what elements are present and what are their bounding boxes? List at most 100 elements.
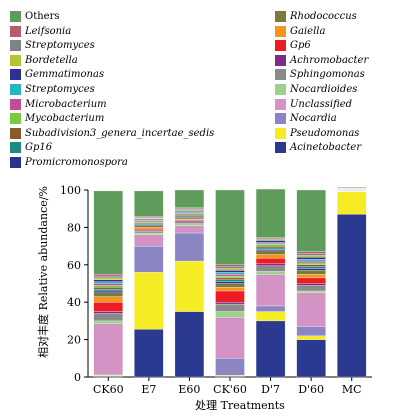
bar-segment-sphingomonas-ck60 — [93, 313, 123, 322]
bar-segment-gemmatimonas-ck60 — [93, 279, 123, 282]
legend-swatch — [10, 11, 21, 22]
legend-label: Rhodococcus — [290, 11, 357, 22]
legend-swatch — [10, 127, 21, 139]
legend-label: Sphingomonas — [290, 69, 365, 81]
legend-item-microbacterium: Microbacterium — [10, 98, 107, 111]
bar-segment-acinetobacter-d-60 — [296, 339, 326, 378]
bar-segment-promicromonospora-d-60 — [296, 268, 326, 271]
bar-segment-gemmatimonas-d-7 — [255, 240, 286, 243]
bar-segment-mycobacterium-ck60 — [93, 285, 123, 288]
legend-item-gp6: Gp6 — [275, 39, 311, 52]
y-tick-label: 20 — [67, 334, 81, 347]
x-tick-label: D'60 — [298, 383, 324, 396]
legend-swatch — [10, 113, 21, 125]
x-axis-label: 处理 Treatments — [195, 399, 285, 412]
x-tick-label: E7 — [141, 383, 156, 396]
bar-segment-microbacterium-d-60 — [296, 260, 326, 264]
bar-segment-promicromonospora-ck-60 — [215, 281, 245, 284]
bar-segment-gp16-ck60 — [93, 288, 123, 292]
bar-segment-nocardia-d-60 — [296, 326, 326, 337]
legend-swatch — [275, 84, 286, 95]
legend-swatch — [275, 11, 286, 22]
bar-segment-streptomyces-ck-60 — [215, 272, 245, 275]
bar-segment-pseudomonas-mc — [337, 191, 367, 215]
bar-segment-pseudomonas-e7 — [134, 272, 164, 330]
bar-segment-acinetobacter-d-7 — [255, 320, 286, 378]
bar-segment-unclassified-e60 — [174, 225, 205, 234]
stacked-bar-chart: 0 20 40 60 80 100 CK60 E7 E60 CK'60 D'7 D'60 MC 处理 T… — [36, 184, 372, 412]
bar-segment-mycobacterium-ck-60 — [215, 275, 245, 279]
legend-label: Streptomyces — [25, 84, 95, 95]
legend-swatch — [10, 69, 21, 81]
bar-segment-subadivision3-genera-incertae-sedis-d-7 — [255, 245, 286, 249]
bar-segment-gaiella-ck60 — [93, 296, 123, 303]
bar-segment-unclassified-d-7 — [255, 274, 286, 307]
bar-segment-nocardioides-ck-60 — [215, 311, 245, 318]
bar-segment-bordetella-ck-60 — [215, 268, 245, 271]
bar-segment-streptomyces-d-60 — [296, 253, 326, 256]
bar-segment-leifsonia-d-60 — [296, 251, 326, 254]
bar-segment-rhodococcus-ck60 — [93, 292, 123, 297]
bar-segment-gp6-ck-60 — [215, 290, 245, 303]
legend-item-streptomyces: Streptomyces — [10, 39, 95, 52]
bar-segment-nocardia-d-7 — [255, 305, 286, 312]
legend-label: Leifsonia — [25, 25, 72, 37]
legend-swatch — [275, 127, 286, 139]
x-tick-label: CK'60 — [213, 383, 247, 396]
y-tick-label: 0 — [74, 371, 81, 384]
legend-label: Microbacterium — [25, 98, 107, 110]
legend-item-bordetella: Bordetella — [10, 54, 78, 67]
legend-item-unclassified: Unclassified — [275, 98, 352, 111]
legend-swatch — [10, 84, 21, 95]
bar-segment-microbacterium-ck60 — [93, 283, 123, 286]
legend-label: Subadivision3_genera_incertae_sedis — [25, 127, 215, 139]
x-tick-label: E60 — [178, 383, 200, 396]
bar-segment-bordetella-ck60 — [93, 277, 123, 280]
bar-segment-rhodococcus-d-7 — [255, 250, 286, 255]
bar-segment-promicromonospora-ck60 — [93, 290, 123, 294]
bar-segment-leifsonia-ck-60 — [215, 264, 245, 267]
legend-label: Acinetobacter — [290, 142, 362, 154]
legend-item-nocardioides: Nocardioides — [275, 83, 357, 96]
bar-segment-sphingomonas-ck-60 — [215, 303, 245, 312]
bar-segment-microbacterium-ck-60 — [215, 274, 245, 277]
bar-segment-rhodococcus-d-60 — [296, 270, 326, 275]
legend-label: Gemmatimonas — [25, 69, 105, 81]
bar-segment-others-ck60 — [93, 190, 123, 275]
bar-segment-sphingomonas-d-60 — [296, 285, 326, 292]
bar-segment-achromobacter-d-7 — [255, 263, 286, 266]
y-tick-label: 100 — [60, 184, 81, 197]
bar-segment-gemmatimonas-ck-60 — [215, 270, 245, 273]
legend-swatch — [10, 157, 21, 168]
bar-segment-achromobacter-ck60 — [93, 311, 123, 314]
legend-swatch — [275, 142, 286, 154]
bar-segment-rhodococcus-ck-60 — [215, 283, 245, 288]
legend-label: Streptomyces — [25, 40, 95, 52]
bar-ck60 — [93, 190, 123, 378]
bar-segment-unclassified-ck-60 — [215, 317, 245, 359]
bar-segment-bordetella-d-60 — [296, 255, 326, 258]
chart-axes: 0 20 40 60 80 100 CK60 E7 E60 CK'60 D'7 D'60 MC — [60, 184, 372, 396]
legend-label: Bordetella — [25, 54, 78, 66]
legend-label: Mycobacterium — [25, 113, 105, 125]
legend-swatch — [275, 54, 286, 66]
legend-label: Promicromonospora — [25, 157, 128, 168]
legend-item-mycobacterium: Mycobacterium — [10, 112, 104, 125]
legend-item-rhodococcus: Rhodococcus — [275, 10, 357, 23]
legend-item-subadivision3-genera-incertae-sedis: Subadivision3_genera_incertae_sedis — [10, 127, 214, 140]
legend-item-streptomyces: Streptomyces — [10, 83, 95, 96]
bar-segment-streptomyces-ck60 — [93, 281, 123, 284]
bar-segment-nocardia-e60 — [174, 232, 205, 262]
bar-segment-gaiella-e7 — [134, 227, 164, 230]
bar-segment-others-d-60 — [296, 189, 326, 252]
bar-segment-others-mc — [337, 187, 367, 189]
legend-label: Others — [25, 11, 60, 22]
bar-segment-gp16-d-7 — [255, 247, 286, 250]
bar-segment-mycobacterium-d-60 — [296, 262, 326, 265]
bar-segment-achromobacter-d-60 — [296, 283, 326, 286]
bar-segment-gp6-d-7 — [255, 258, 286, 265]
legend-item-pseudomonas: Pseudomonas — [275, 127, 359, 140]
bar-e60 — [174, 189, 205, 378]
legend-swatch — [275, 25, 286, 37]
bar-segment-streptomyces-ck-60 — [215, 266, 245, 269]
